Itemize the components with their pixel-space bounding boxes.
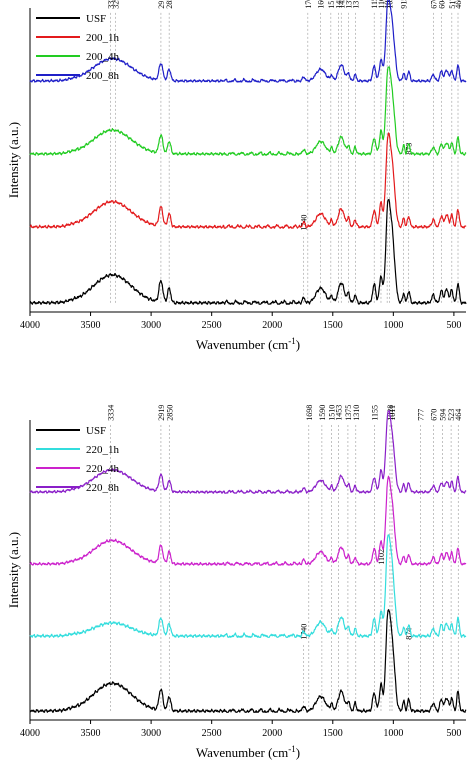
peak-label-874: 874 [405, 628, 414, 640]
x-tick-label: 3500 [81, 320, 101, 331]
x-tick-label: 4000 [20, 728, 40, 739]
series-line-220_1h [29, 534, 467, 638]
legend-label-220_8h: 220_8h [86, 482, 120, 494]
series-line-200_8h [29, 0, 467, 83]
chart-panel-1: 4000 3500 3000 2500 2000 1500 1000 500 Wavenumbe… [6, 0, 467, 352]
x-tick-label: 1500 [323, 728, 343, 739]
series-line-USF [29, 609, 467, 713]
peak-label-3294: 3294 [112, 0, 121, 9]
series-line-USF [29, 198, 467, 305]
peak-label-2919: 2919 [157, 405, 166, 421]
legend-label-USF: USF [86, 13, 106, 25]
x-axis-label: Wavenumber (cm-1) [196, 744, 300, 760]
peak-label-517: 517 [448, 0, 457, 9]
legend: USF 200_1h 200_4h 200_8h [36, 13, 120, 82]
y-axis-label: Intensity (a.u.) [6, 532, 21, 608]
peak-label-1310: 1310 [352, 405, 361, 421]
peak-label-2919: 2919 [157, 0, 166, 9]
peak-label-670: 670 [429, 0, 438, 9]
peak-label-915: 915 [400, 0, 409, 9]
x-tick-label: 500 [446, 728, 461, 739]
peak-label-873: 873 [405, 143, 414, 155]
peak-label-594: 594 [439, 409, 448, 421]
series-line-200_4h [29, 66, 467, 156]
peak-label-1375: 1375 [344, 405, 353, 421]
legend-label-200_1h: 200_1h [86, 32, 120, 44]
legend-label-USF: USF [86, 425, 106, 437]
x-tick-label: 3500 [81, 728, 101, 739]
peak-label-777: 777 [416, 409, 425, 421]
x-tick-label: 3000 [141, 728, 161, 739]
x-tick-label: 2500 [202, 320, 222, 331]
peak-label-670: 670 [429, 409, 438, 421]
series-line-200_1h [29, 132, 467, 229]
y-axis-label: Intensity (a.u.) [6, 122, 21, 198]
peak-label-1510: 1510 [328, 405, 337, 421]
x-tick-label: 2500 [202, 728, 222, 739]
peak-label-1454: 1454 [334, 0, 343, 9]
x-tick-label: 2000 [262, 320, 282, 331]
peak-label-1516: 1516 [327, 0, 336, 9]
legend-label-220_4h: 220_4h [86, 463, 120, 475]
peak-label-1590: 1590 [318, 405, 327, 421]
x-tick-label: 1000 [383, 728, 403, 739]
legend: USF 220_1h 220_4h 220_8h [36, 425, 120, 494]
peak-label-1698: 1698 [305, 405, 314, 421]
x-axis-label: Wavenumber (cm-1) [196, 336, 300, 352]
peak-label-1028: 1028 [386, 405, 395, 421]
peak-label-1011: 1011 [388, 405, 397, 421]
x-tick-label: 500 [446, 320, 461, 331]
peak-label-2850: 2850 [165, 405, 174, 421]
peak-label-466: 466 [454, 0, 463, 9]
peak-label-1102: 1102 [377, 0, 386, 9]
peak-label-523: 523 [447, 409, 456, 421]
x-tick-label: 3000 [141, 320, 161, 331]
peak-label-1158: 1158 [370, 0, 379, 9]
peak-label-1430: 1430 [337, 0, 346, 9]
chart-panel-2: 4000 3500 3000 2500 2000 1500 1000 500 Wavenumbe… [6, 405, 467, 760]
x-tick-label: 4000 [20, 320, 40, 331]
legend-label-200_4h: 200_4h [86, 51, 120, 63]
x-tick-label: 1000 [383, 320, 403, 331]
peak-label-1371: 1371 [344, 0, 353, 9]
peak-label-3334: 3334 [107, 405, 116, 421]
peak-label-1453: 1453 [334, 405, 343, 421]
peak-label-2851: 2851 [165, 0, 174, 9]
legend-label-200_8h: 200_8h [86, 70, 120, 82]
series-line-220_4h [29, 475, 467, 566]
peak-label-1314: 1314 [351, 0, 360, 9]
peak-label-1102: 1102 [377, 549, 386, 565]
x-tick-label: 2000 [262, 728, 282, 739]
peak-label-3336: 3336 [106, 0, 115, 9]
peak-label-604: 604 [437, 0, 446, 9]
x-tick-label: 1500 [323, 320, 343, 331]
series-line-220_8h [29, 410, 467, 494]
legend-label-220_1h: 220_1h [86, 444, 120, 456]
peak-label-1601: 1601 [317, 0, 326, 9]
peak-label-464: 464 [454, 409, 463, 421]
peak-label-1155: 1155 [371, 405, 380, 421]
peak-label-1706: 1706 [304, 0, 313, 9]
